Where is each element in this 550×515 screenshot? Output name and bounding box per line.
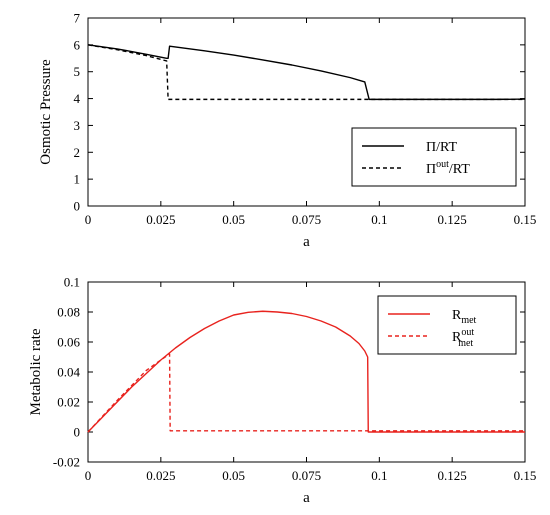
y-tick-label: 0	[74, 199, 81, 214]
y-tick-label: 5	[74, 64, 81, 79]
y-tick-label: -0.02	[53, 455, 80, 470]
x-tick-label: 0.025	[146, 468, 175, 483]
legend-label: Rout met	[452, 327, 474, 349]
x-tick-label: 0.075	[292, 212, 321, 227]
x-axis-label: a	[303, 490, 310, 506]
y-tick-label: 0	[74, 425, 81, 440]
x-tick-label: 0.125	[438, 468, 467, 483]
x-tick-label: 0.025	[146, 212, 175, 227]
y-axis-label: Metabolic rate	[28, 328, 44, 415]
x-tick-label: 0.05	[222, 468, 245, 483]
x-tick-label: 0.15	[514, 468, 537, 483]
x-tick-label: 0.05	[222, 212, 245, 227]
series-line-solid	[87, 310, 525, 433]
x-tick-label: 0	[85, 212, 92, 227]
metabolic-rate-panel: 0 0.025 0.05 0.075 0.1 0.125 0.15 -0.02 0 0.02 0.0…	[28, 275, 536, 507]
legend-label: Rmet	[452, 308, 477, 326]
y-tick-label: 0.04	[57, 365, 80, 380]
x-tick-label: 0.15	[514, 212, 537, 227]
legend-label: Πout/RT	[426, 159, 470, 177]
legend-box	[377, 295, 517, 355]
legend: Π/RT Πout/RT	[351, 127, 517, 187]
legend-box	[351, 127, 517, 187]
series-line-solid	[87, 44, 526, 101]
x-tick-label: 0.1	[371, 212, 387, 227]
legend-label: Π/RT	[426, 140, 457, 155]
y-tick-label: 6	[74, 37, 81, 52]
y-tick-label: 3	[74, 118, 81, 133]
series-line-dashed	[87, 44, 525, 101]
y-tick-label: 4	[74, 91, 81, 106]
x-tick-label: 0.125	[438, 212, 467, 227]
x-axis-label: a	[303, 234, 310, 250]
osmotic-pressure-panel: 0 0.025 0.05 0.075 0.1 0.125 0.15 0 1 2 3 4 5 6 7 a Osmo…	[38, 11, 536, 251]
y-tick-label: 7	[74, 11, 81, 26]
series-line-dashed	[87, 353, 525, 433]
y-tick-label: 0.06	[57, 335, 80, 350]
y-tick-label: 0.1	[64, 275, 80, 290]
y-axis-label: Osmotic Pressure	[38, 59, 54, 165]
x-tick-label: 0.1	[371, 468, 387, 483]
y-tick-label: 1	[74, 172, 81, 187]
y-tick-label: 2	[74, 145, 81, 160]
y-tick-label: 0.02	[57, 395, 80, 410]
x-tick-label: 0.075	[292, 468, 321, 483]
x-tick-label: 0	[85, 468, 92, 483]
y-tick-label: 0.08	[57, 305, 80, 320]
